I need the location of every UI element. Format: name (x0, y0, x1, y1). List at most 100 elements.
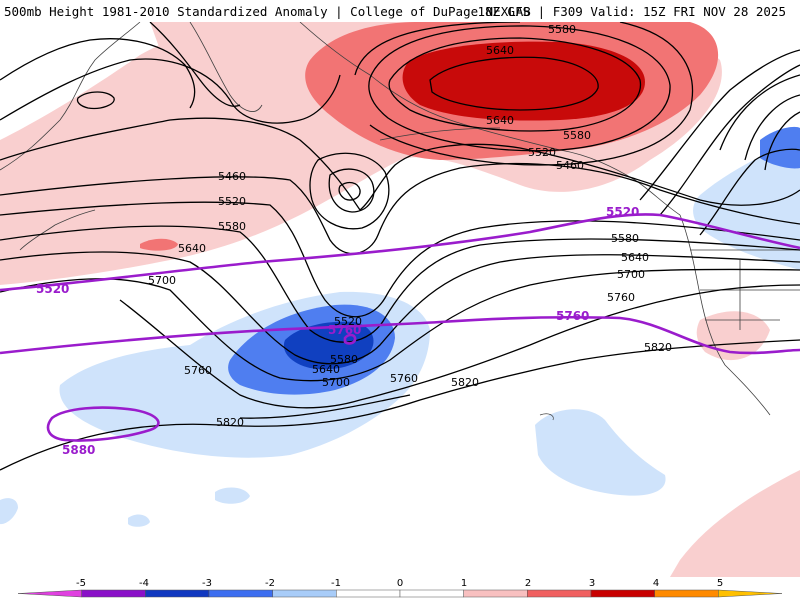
highlight-5880 (46, 406, 160, 442)
contour-upper-4 (149, 22, 241, 107)
contour-east-3 (699, 148, 800, 236)
highlight-5760 (0, 315, 800, 355)
contour-alaska-low-2 (368, 25, 671, 152)
map-canvas: 5640 5580 5640 5580 5520 5460 5460 5520 … (0, 22, 800, 577)
coast-kamchatka (189, 22, 263, 112)
label-5460-b: 5460 (218, 170, 246, 183)
contour-5640 (0, 251, 800, 365)
colorbar-tick: -4 (139, 578, 149, 589)
contour-closed-low (328, 168, 375, 213)
contour-small-circle (76, 91, 115, 110)
label-5760-b: 5760 (184, 364, 212, 377)
colorbar-tick-labels: -5 -4 -3 -2 -1 0 1 2 3 4 5 (76, 578, 723, 589)
contour-label-layer: 5640 5580 5640 5580 5520 5460 5460 5520 … (148, 23, 672, 429)
label-5760-c: 5760 (390, 372, 418, 385)
label-5580-d: 5580 (611, 232, 639, 245)
label-5820-b: 5820 (216, 416, 244, 429)
colorbar-tick: 5 (717, 578, 723, 589)
colorbar-swatch (463, 589, 528, 598)
coastlines (0, 22, 800, 421)
label-5460-a: 5460 (556, 159, 584, 172)
label-5700-c: 5700 (322, 376, 350, 389)
state-borders (690, 249, 800, 330)
colorbar-swatch (718, 589, 783, 598)
label-5580-c: 5580 (218, 220, 246, 233)
contour-5580 (0, 225, 800, 343)
label-h5760-east: 5760 (556, 309, 589, 323)
coast-alaska (299, 22, 681, 216)
contour-alaska-inner (429, 56, 599, 111)
label-5820-a: 5820 (451, 376, 479, 389)
contour-east-2 (639, 49, 800, 201)
positive-anomaly-shading (0, 22, 800, 577)
colorbar-svg: -5 -4 -3 -2 -1 0 1 2 3 4 5 (17, 578, 783, 598)
anomaly-neg-1-south (535, 409, 666, 496)
coast-hawaii (539, 413, 554, 421)
contour-5460 (0, 162, 800, 255)
colorbar-swatch (336, 589, 401, 598)
colorbar-swatch (81, 589, 146, 598)
label-5700-a: 5700 (148, 274, 176, 287)
contour-closed-low-2 (338, 181, 361, 201)
colorbar-swatches (17, 589, 783, 598)
anomaly-pos-1-corner (670, 470, 800, 577)
highlight-label-layer: 5520 5520 5760 5760 5880 (36, 205, 639, 457)
contour-5520 (0, 201, 800, 318)
anomaly-neg-1-small-c (0, 498, 18, 525)
label-h5760-low: 5760 (328, 323, 361, 337)
highlight-low-center (343, 333, 357, 345)
anomaly-map: 5640 5580 5640 5580 5520 5460 5460 5520 … (0, 22, 800, 577)
colorbar-tick: 0 (397, 578, 403, 589)
label-h5520-east: 5520 (606, 205, 639, 219)
coast-japan (19, 209, 96, 251)
label-5820-c: 5820 (644, 341, 672, 354)
label-5520-a: 5520 (528, 146, 556, 159)
label-5580-e: 5580 (330, 353, 358, 366)
colorbar-swatch (654, 589, 719, 598)
height-contours (0, 22, 800, 471)
contour-upper-2 (0, 58, 341, 124)
label-5640-b: 5640 (486, 114, 514, 127)
label-h5880: 5880 (62, 443, 95, 457)
contour-east-low-2 (744, 94, 800, 161)
anomaly-neg-1-small-b (128, 514, 150, 527)
label-5640-a: 5640 (486, 44, 514, 57)
map-header: 500mb Height 1981-2010 Standardized Anom… (0, 0, 800, 22)
label-5640-c: 5640 (178, 242, 206, 255)
model-run-info: 18Z GFS | F309 Valid: 15Z FRI NOV 28 202… (477, 4, 786, 19)
anomaly-neg-2-east (760, 126, 800, 169)
colorbar-tick: -2 (265, 578, 275, 589)
colorbar-tick: -1 (331, 578, 341, 589)
label-5580-a: 5580 (548, 23, 576, 36)
contour-5820 (0, 339, 800, 471)
anomaly-neg-1-small-a (215, 487, 250, 504)
contour-upper-1 (0, 117, 800, 211)
highlight-5520 (0, 213, 800, 292)
colorbar-tick: -3 (202, 578, 212, 589)
colorbar-swatch (590, 589, 655, 598)
contour-5760 (119, 284, 800, 409)
label-5700-b: 5700 (617, 268, 645, 281)
anomaly-pos-2-small (140, 238, 178, 251)
label-5520-b: 5520 (218, 195, 246, 208)
label-h5520-west: 5520 (36, 282, 69, 296)
anomaly-neg-3-core (283, 321, 374, 370)
contour-alaska-low-1 (388, 37, 642, 132)
contour-upper-3 (0, 38, 196, 109)
coast-west-na (679, 214, 771, 416)
colorbar: -5 -4 -3 -2 -1 0 1 2 3 4 5 (0, 577, 800, 600)
colorbar-swatch (272, 589, 337, 598)
label-5640-d: 5640 (621, 251, 649, 264)
contour-5820-low (239, 394, 411, 419)
colorbar-swatch (145, 589, 210, 598)
contour-5700 (0, 268, 800, 382)
colorbar-tick: 4 (653, 578, 659, 589)
highlight-contours (0, 213, 800, 442)
colorbar-tick: 2 (525, 578, 531, 589)
label-5520-c: 5520 (334, 315, 362, 328)
label-5760-a: 5760 (607, 291, 635, 304)
colorbar-tick: 1 (461, 578, 467, 589)
colorbar-swatch (399, 589, 464, 598)
colorbar-tick: 3 (589, 578, 595, 589)
colorbar-swatch (527, 589, 592, 598)
